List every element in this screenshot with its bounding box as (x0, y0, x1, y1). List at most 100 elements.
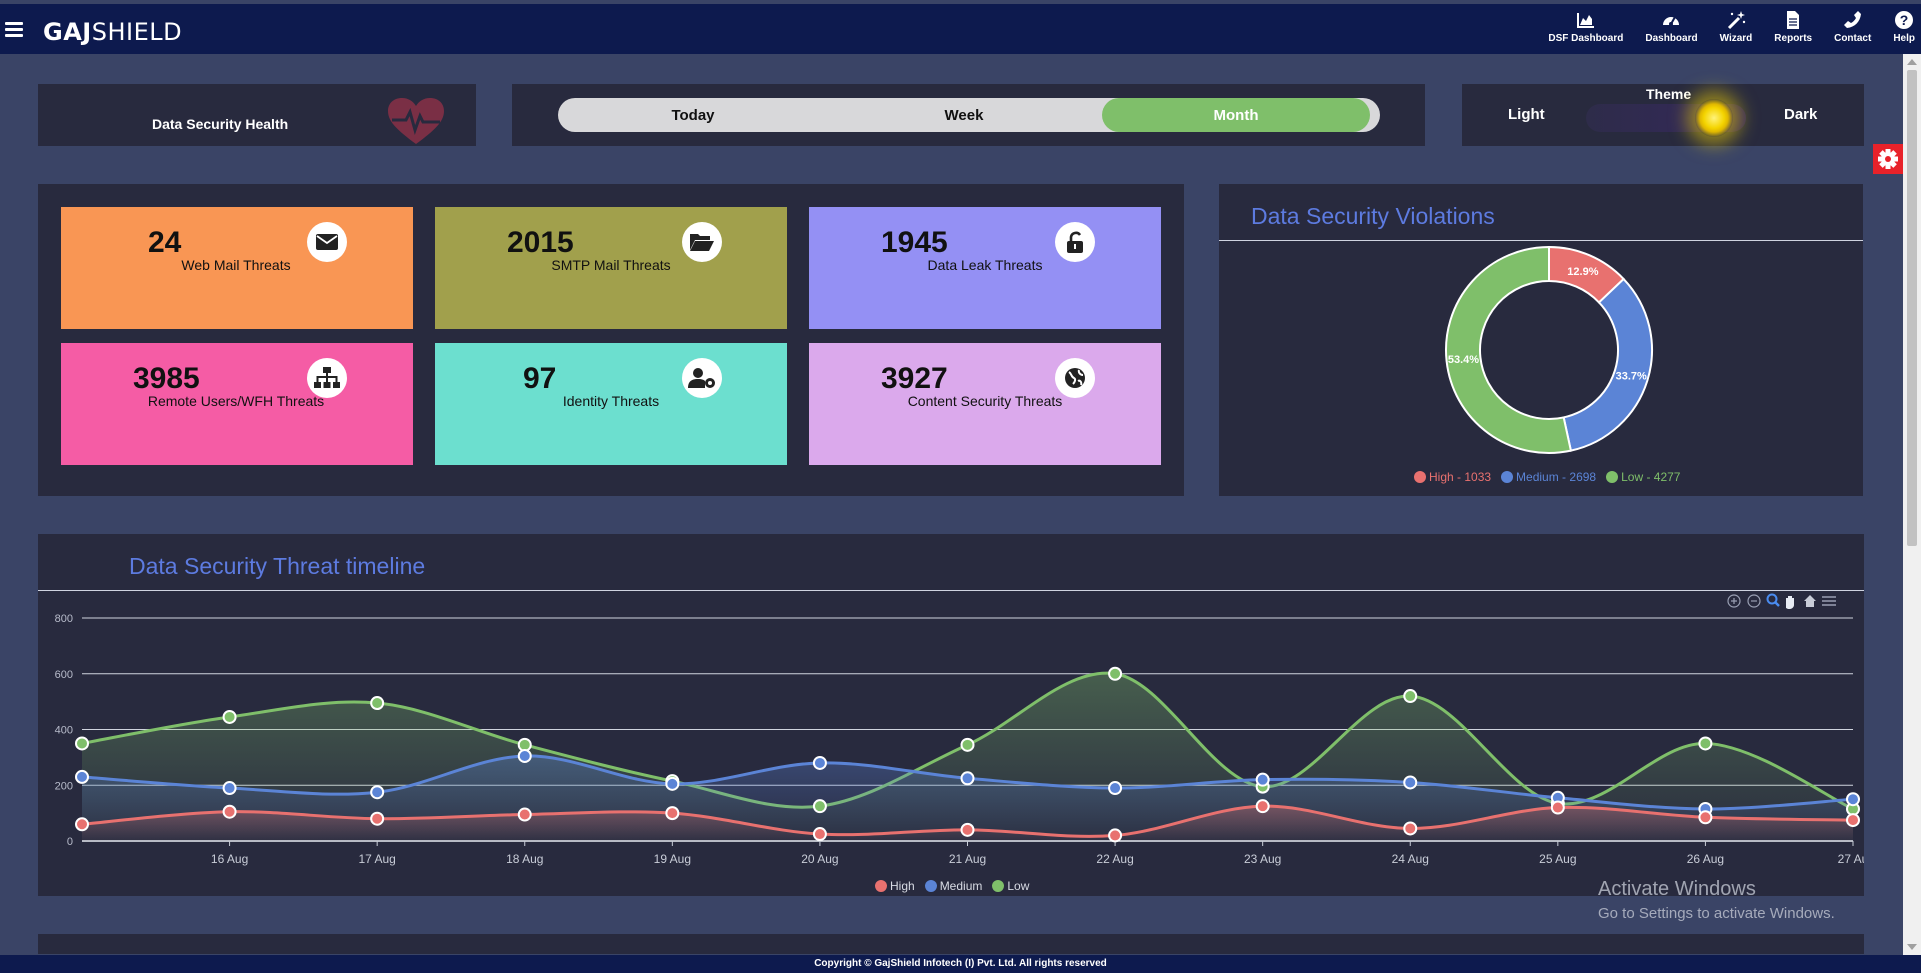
card-value: 3927 (881, 362, 948, 395)
x-tick-label: 26 Aug (1687, 852, 1724, 866)
web-mail-threats-card[interactable]: 24 Web Mail Threats (61, 207, 413, 329)
data-point-medium[interactable] (1846, 792, 1860, 807)
card-label: Web Mail Threats (181, 257, 291, 273)
data-point-high[interactable] (1698, 810, 1713, 825)
next-panel-partial (38, 934, 1864, 954)
data-point-medium[interactable] (812, 755, 827, 770)
data-point-low[interactable] (1108, 666, 1123, 681)
pan-hand-icon[interactable] (1786, 596, 1794, 609)
scroll-up-arrow-icon[interactable] (1907, 59, 1917, 65)
data-point-medium[interactable] (1403, 775, 1418, 790)
data-point-medium[interactable] (1255, 772, 1270, 787)
data-point-medium[interactable] (75, 769, 89, 784)
data-point-high[interactable] (1403, 821, 1418, 836)
home-reset-icon[interactable] (1804, 595, 1816, 607)
theme-dark-label[interactable]: Dark (1784, 106, 1818, 123)
settings-gear-button[interactable] (1873, 144, 1903, 174)
remote-users-wfh-threats-card[interactable]: 3985 Remote Users/WFH Threats (61, 343, 413, 465)
data-point-high[interactable] (1846, 813, 1860, 828)
selection-zoom-icon[interactable] (1766, 593, 1780, 607)
page-scrollbar[interactable] (1903, 54, 1921, 955)
identity-threats-card[interactable]: 97 Identity Threats (435, 343, 787, 465)
data-point-high[interactable] (812, 827, 827, 842)
data-point-high[interactable] (960, 822, 975, 837)
watermark-line1: Activate Windows (1598, 878, 1756, 900)
data-point-medium[interactable] (665, 776, 680, 791)
gajshield-logo[interactable]: GAJSHIELD (43, 18, 183, 46)
nav-label: Dashboard (1645, 33, 1698, 44)
data-point-high[interactable] (1255, 799, 1270, 814)
data-leak-threats-card[interactable]: 1945 Data Leak Threats (809, 207, 1161, 329)
scrollbar-thumb[interactable] (1907, 70, 1917, 546)
legend-medium[interactable]: Medium (924, 879, 982, 893)
period-toggle: Today Week Month (558, 98, 1380, 132)
nav-wizard[interactable]: Wizard (1720, 10, 1752, 44)
x-tick-label: 20 Aug (801, 852, 838, 866)
content-security-threats-card[interactable]: 3927 Content Security Threats (809, 343, 1161, 465)
zoom-out-icon[interactable] (1747, 594, 1761, 608)
violations-legend: High - 1033 Medium - 2698 Low - 4277 (1414, 470, 1690, 484)
data-point-high[interactable] (75, 817, 89, 832)
data-point-medium[interactable] (370, 785, 385, 800)
smtp-mail-threats-card[interactable]: 2015 SMTP Mail Threats (435, 207, 787, 329)
data-point-high[interactable] (517, 807, 532, 822)
legend-dot-high (875, 880, 887, 892)
legend-high[interactable]: High - 1033 (1414, 470, 1491, 484)
theme-light-label[interactable]: Light (1508, 106, 1545, 123)
period-month-button[interactable]: Month (1102, 98, 1370, 132)
scroll-down-arrow-icon[interactable] (1907, 944, 1917, 950)
data-point-medium[interactable] (960, 771, 975, 786)
data-point-high[interactable] (370, 811, 385, 826)
data-point-low[interactable] (370, 696, 385, 711)
legend-low[interactable]: Low - 4277 (1606, 470, 1680, 484)
theme-title: Theme (1646, 86, 1692, 102)
legend-high[interactable]: High (875, 879, 915, 893)
speedometer-icon (1663, 16, 1680, 26)
svg-text:?: ? (1900, 12, 1909, 28)
nav-label: Help (1893, 33, 1915, 44)
donut-percent-label: 33.7% (1616, 370, 1647, 382)
nav-dsf-dashboard[interactable]: DSF Dashboard (1548, 10, 1623, 44)
menu-icon[interactable] (1822, 596, 1836, 606)
data-point-high[interactable] (665, 806, 680, 821)
card-label: SMTP Mail Threats (551, 257, 671, 273)
period-week-button[interactable]: Week (944, 106, 984, 124)
health-title: Data Security Health (152, 116, 289, 132)
zoom-in-icon[interactable] (1727, 594, 1741, 608)
legend-low[interactable]: Low (992, 879, 1029, 893)
footer-copyright: Copyright © GajShield Infotech (I) Pvt. … (0, 955, 1921, 973)
period-today-button[interactable]: Today (671, 106, 715, 124)
threat-timeline-panel: Data Security Threat timeline 800 600 400 2… (38, 534, 1864, 896)
envelope-icon (307, 222, 347, 262)
data-point-high[interactable] (1550, 800, 1565, 815)
data-point-medium[interactable] (517, 748, 532, 763)
data-point-low[interactable] (812, 799, 827, 814)
card-value: 2015 (507, 226, 574, 259)
data-point-low[interactable] (1698, 736, 1713, 751)
donut-slice-medium[interactable] (1562, 277, 1653, 452)
data-point-high[interactable] (222, 804, 237, 819)
nav-help[interactable]: ? Help (1893, 10, 1915, 44)
data-point-low[interactable] (1403, 689, 1418, 704)
legend-medium[interactable]: Medium - 2698 (1501, 470, 1596, 484)
violations-donut-chart: 12.9% 33.7% 53.4% (1445, 245, 1653, 454)
folder-open-icon (682, 222, 722, 262)
hamburger-menu-icon[interactable] (5, 22, 23, 38)
donut-slice-low[interactable] (1445, 245, 1573, 454)
y-tick-label: 800 (55, 613, 73, 625)
card-value: 24 (148, 226, 182, 259)
heartbeat-icon (388, 98, 444, 144)
theme-toggle-knob-sun-icon[interactable] (1695, 99, 1733, 137)
data-point-low[interactable] (960, 737, 975, 752)
data-point-medium[interactable] (222, 781, 237, 796)
card-label: Data Leak Threats (927, 257, 1043, 273)
nav-contact[interactable]: Contact (1834, 10, 1871, 44)
timeline-title: Data Security Threat timeline (129, 553, 426, 579)
nav-dashboard[interactable]: Dashboard (1645, 10, 1698, 44)
data-point-medium[interactable] (1108, 781, 1123, 796)
data-point-low[interactable] (75, 736, 89, 751)
data-point-low[interactable] (222, 709, 237, 724)
data-point-high[interactable] (1108, 828, 1123, 843)
period-selector-panel: Today Week Month (512, 84, 1425, 146)
nav-reports[interactable]: Reports (1774, 10, 1812, 44)
